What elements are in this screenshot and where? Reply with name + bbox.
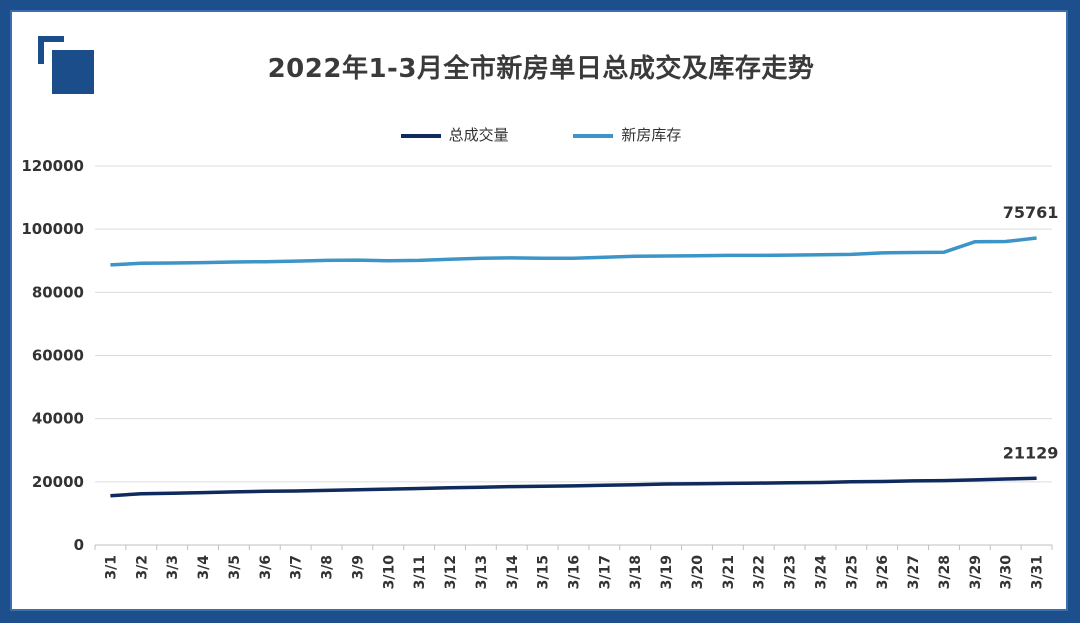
- x-tick-label: 3/13: [474, 555, 490, 589]
- y-tick-label: 100000: [21, 220, 84, 238]
- x-tick-label: 3/6: [258, 555, 274, 580]
- x-tick-label: 3/8: [320, 555, 336, 580]
- y-tick-label: 60000: [32, 347, 84, 365]
- y-tick-label: 120000: [21, 157, 84, 175]
- x-tick-label: 3/10: [381, 555, 397, 590]
- legend-swatch-total-sales: [400, 133, 441, 138]
- x-tick-label: 3/27: [906, 555, 922, 589]
- series-line-0: [110, 476, 1037, 498]
- x-tick-label: 3/1: [103, 555, 119, 580]
- legend-label-inventory: 新房库存: [621, 126, 682, 144]
- x-tick-label: 3/14: [505, 555, 521, 590]
- y-tick-label: 0: [74, 536, 84, 554]
- x-tick-label: 3/18: [628, 555, 644, 589]
- x-tick-label: 3/9: [350, 555, 366, 580]
- x-tick-label: 3/2: [134, 555, 150, 580]
- x-tick-label: 3/26: [875, 555, 891, 589]
- x-tick-label: 3/15: [536, 555, 552, 589]
- series-line-1: [110, 236, 1037, 267]
- y-tick-label: 20000: [32, 473, 84, 491]
- logo-icon: [38, 36, 94, 94]
- legend-item-total-sales: 总成交量: [400, 124, 509, 145]
- x-tick-label: 3/21: [721, 555, 737, 589]
- data-label: 21129: [1003, 443, 1059, 462]
- y-tick-label: 80000: [32, 283, 84, 301]
- legend-label-total-sales: 总成交量: [448, 126, 509, 144]
- y-tick-label: 40000: [32, 410, 84, 428]
- chart-title: 2022年1-3月全市新房单日总成交及库存走势: [267, 54, 815, 84]
- data-label: 75761: [1003, 203, 1059, 222]
- x-tick-label: 3/17: [597, 555, 613, 589]
- chart-frame: 2022年1-3月全市新房单日总成交及库存走势 总成交量 新房库存 0 20000…: [10, 10, 1068, 611]
- x-tick-label: 3/12: [443, 555, 459, 589]
- legend-item-inventory: 新房库存: [573, 124, 681, 145]
- x-tick-label: 3/22: [752, 555, 768, 589]
- x-tick-label: 3/7: [289, 555, 305, 580]
- x-tick-label: 3/11: [412, 555, 428, 589]
- x-tick-label: 3/30: [999, 555, 1015, 590]
- chart-legend: 总成交量 新房库存: [12, 124, 1070, 145]
- x-tick-label: 3/19: [659, 555, 675, 589]
- legend-swatch-inventory: [573, 133, 614, 138]
- x-tick-label: 3/31: [1030, 555, 1046, 589]
- x-tick-label: 3/3: [165, 555, 181, 580]
- x-tick-label: 3/23: [783, 555, 799, 589]
- x-tick-label: 3/5: [227, 555, 243, 580]
- x-tick-label: 3/24: [813, 555, 829, 590]
- x-tick-label: 3/4: [196, 555, 212, 580]
- x-tick-label: 3/29: [968, 555, 984, 589]
- x-tick-label: 3/20: [690, 555, 706, 590]
- x-tick-label: 3/25: [844, 555, 860, 589]
- x-tick-label: 3/16: [567, 555, 583, 589]
- x-tick-label: 3/28: [937, 555, 953, 589]
